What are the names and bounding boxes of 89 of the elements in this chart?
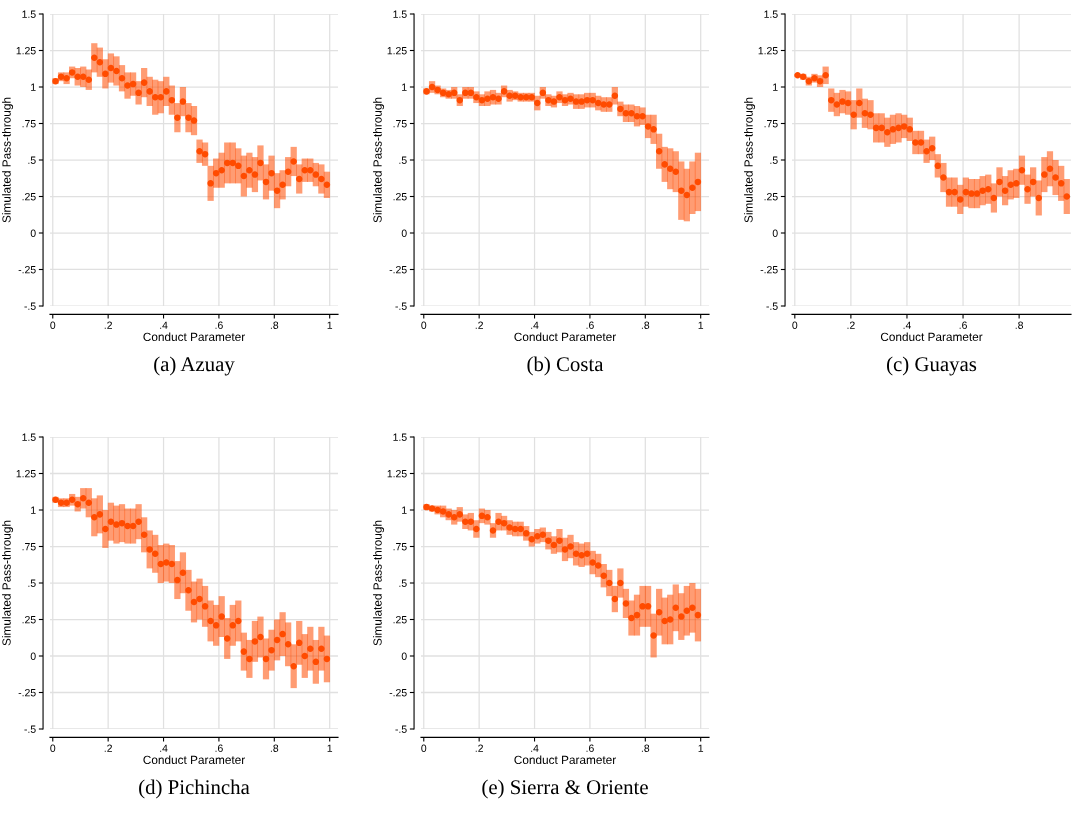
x-tick-label: .8 [270, 744, 279, 752]
y-tick-label: .25 [22, 616, 36, 624]
x-tick-label: 1 [327, 744, 333, 752]
x-axis-title: Conduct Parameter [514, 332, 616, 342]
y-axis-title: Simulated Pass-through [373, 520, 385, 646]
y-tick-label: .5 [770, 156, 778, 164]
text: (c) Guayas [887, 356, 977, 376]
y-tick-label: 0 [30, 652, 36, 660]
y-tick-label: 1.25 [387, 470, 407, 478]
x-tick-label: .2 [475, 321, 483, 329]
x-axis-title: Conduct Parameter [514, 755, 616, 765]
y-tick-label: .75 [764, 120, 778, 128]
x-tick-label: .2 [475, 744, 483, 752]
x-tick-label: .6 [215, 744, 223, 752]
x-tick-label: 0 [421, 321, 427, 329]
y-tick-label: .25 [22, 193, 36, 201]
x-tick-label: 1 [698, 744, 704, 752]
y-tick-label: .75 [393, 543, 407, 551]
x-tick-label: 0 [50, 321, 56, 329]
y-tick-label: 0 [401, 229, 407, 237]
y-tick-label: 0 [772, 229, 778, 237]
x-tick-label: 0 [792, 321, 798, 329]
y-axis-title: Simulated Pass-through [2, 97, 14, 223]
y-tick-label: 1 [402, 83, 407, 91]
y-tick-label: .25 [393, 193, 407, 201]
x-tick-label: .4 [903, 321, 911, 329]
x-tick-label: .8 [270, 321, 279, 329]
y-tick-label: 1.5 [393, 433, 407, 441]
x-tick-label: 0 [50, 744, 56, 752]
y-axis-title: Simulated Pass-through [373, 97, 385, 223]
y-tick-label: 1.5 [22, 433, 36, 441]
y-tick-label: 1 [31, 506, 36, 514]
y-tick-label: 1.25 [16, 470, 36, 478]
y-tick-label: 0 [401, 652, 407, 660]
y-tick-label: .25 [393, 616, 407, 624]
y-tick-label: 1.25 [16, 47, 36, 55]
y-tick-label: 1 [31, 83, 36, 91]
y-axis-title: Simulated Pass-through [2, 520, 14, 646]
x-tick-label: .4 [160, 744, 168, 752]
x-tick-label: .4 [160, 321, 168, 329]
y-tick-label: -.25 [389, 689, 407, 697]
y-tick-label: -.25 [760, 266, 778, 274]
y-tick-label: -.5 [395, 725, 407, 733]
x-tick-label: .6 [215, 321, 223, 329]
y-tick-label: 1.5 [393, 10, 407, 18]
x-tick-label: 1 [327, 321, 333, 329]
x-tick-label: .4 [531, 744, 539, 752]
x-tick-label: .6 [959, 321, 967, 329]
y-tick-label: .75 [393, 120, 407, 128]
x-tick-label: .6 [586, 744, 594, 752]
y-tick-label: -.25 [389, 266, 407, 274]
x-tick-label: .4 [531, 321, 539, 329]
text: (a) Azuay [154, 356, 235, 376]
y-tick-label: 1.25 [758, 47, 778, 55]
x-tick-label: .8 [1015, 321, 1024, 329]
y-tick-label: -.5 [766, 302, 778, 310]
text: (e) Sierra & Oriente [482, 779, 648, 799]
y-tick-label: .5 [399, 156, 407, 164]
x-axis-title: Conduct Parameter [880, 332, 983, 342]
y-tick-label: -.5 [24, 302, 36, 310]
y-tick-label: 1.5 [764, 10, 778, 18]
y-tick-label: .5 [28, 156, 36, 164]
y-tick-label: -.25 [18, 266, 36, 274]
x-tick-label: .2 [104, 321, 112, 329]
y-tick-label: 1.5 [22, 10, 36, 18]
x-tick-label: .8 [641, 744, 650, 752]
y-tick-label: .5 [399, 579, 407, 587]
y-tick-label: .75 [22, 120, 36, 128]
y-tick-label: 1.25 [387, 47, 407, 55]
y-tick-label: 1 [402, 506, 407, 514]
y-tick-label: .25 [764, 193, 778, 201]
y-tick-label: .5 [28, 579, 36, 587]
y-tick-label: -.5 [24, 725, 36, 733]
x-axis-title: Conduct Parameter [143, 332, 245, 342]
y-tick-label: .75 [22, 543, 36, 551]
x-axis-title: Conduct Parameter [143, 755, 245, 765]
text: (b) Costa [527, 356, 604, 376]
x-tick-label: .2 [104, 744, 112, 752]
text: (d) Pichincha [139, 779, 250, 799]
y-tick-label: 0 [30, 229, 36, 237]
x-tick-label: .2 [847, 321, 855, 329]
y-axis-title: Simulated Pass-through [744, 97, 756, 223]
x-tick-label: 0 [421, 744, 427, 752]
x-tick-label: .8 [641, 321, 650, 329]
y-tick-label: -.5 [395, 302, 407, 310]
x-tick-label: .6 [586, 321, 594, 329]
y-tick-label: -.25 [18, 689, 36, 697]
x-tick-label: 1 [698, 321, 704, 329]
y-tick-label: 1 [773, 83, 778, 91]
